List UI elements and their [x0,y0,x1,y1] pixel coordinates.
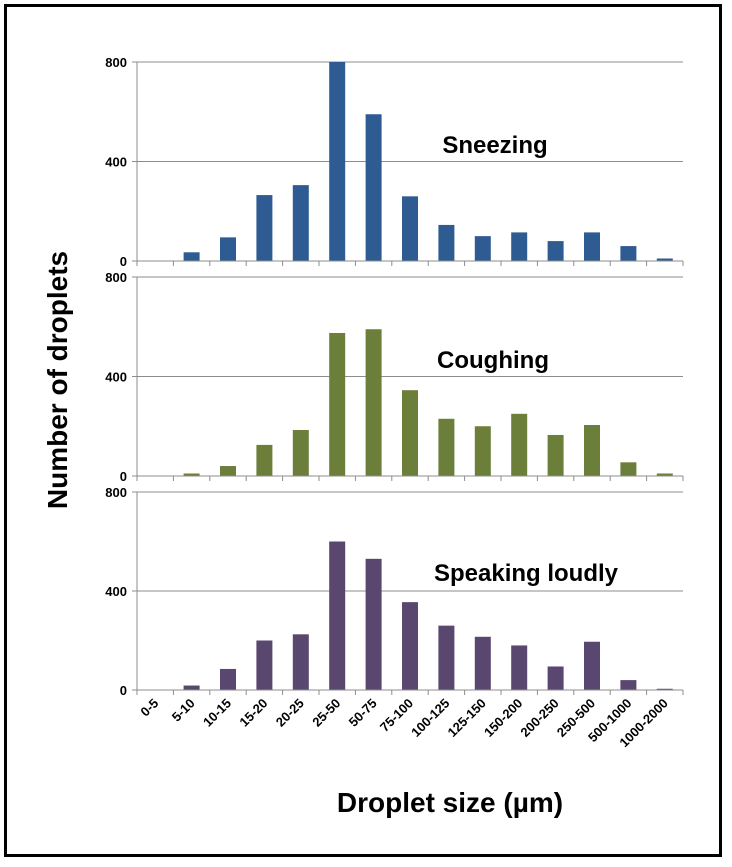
panel-1: 0 400 800 Sneezing [105,55,684,269]
y-tick-label: 0 [120,469,127,484]
x-tick-label: 200-250 [517,696,561,740]
bar-200-250 [547,241,564,261]
bar-1000-2000 [656,258,673,261]
bar-10-15 [220,237,236,261]
bar-125-150 [474,426,491,476]
x-tick-label: 20-25 [273,696,307,730]
bar-200-250 [547,434,564,476]
bar-10-15 [220,668,236,690]
bar-100-125 [438,418,455,476]
bar-20-25 [292,634,309,690]
y-tick-label: 800 [105,55,127,70]
y-axis-title: Number of droplets [42,251,73,509]
bar-20-25 [292,429,309,476]
bar-250-500 [584,425,600,476]
bar-125-150 [474,636,491,690]
bar-250-500 [584,232,600,261]
bar-20-25 [292,185,309,261]
x-axis-title: Droplet size (µm) [337,787,563,818]
y-tick-label: 400 [105,584,127,599]
bar-150-200 [511,645,528,690]
x-tick-label: 10-15 [200,696,234,730]
bar-1000-2000 [656,688,673,690]
bar-100-125 [438,625,455,690]
y-tick-label: 400 [105,155,127,170]
x-tick-label: 15-20 [236,696,270,730]
series-label: Coughing [437,347,549,374]
bar-200-250 [547,666,564,690]
bar-250-500 [584,641,600,690]
bar-100-125 [438,224,455,261]
bar-75-100 [402,602,418,690]
bar-75-100 [402,196,418,261]
bar-150-200 [511,232,528,261]
chart-panels: 0 400 800 Sneezing 0 400 800 Coughing 0 400 800 Spe… [105,55,684,750]
bar-15-20 [256,195,273,261]
bar-25-50 [329,62,346,261]
bar-50-75 [365,114,382,261]
y-tick-label: 800 [105,485,127,500]
series-label: Sneezing [442,132,547,159]
x-tick-label: 0-5 [137,696,161,720]
chart-frame [4,4,722,857]
bar-500-1000 [620,462,637,476]
bar-10-15 [220,466,236,476]
bar-50-75 [365,329,382,476]
bar-15-20 [256,444,273,476]
x-tick-label: 125-150 [445,696,489,740]
x-tick-label: 5-10 [169,696,198,725]
panel-2: 0 400 800 Coughing [105,270,684,484]
y-tick-label: 800 [105,270,127,285]
bar-25-50 [329,541,346,690]
y-tick-label: 400 [105,370,127,385]
bar-500-1000 [620,680,637,690]
panel-3: 0 400 800 Speaking loudly [105,485,684,698]
bar-5-10 [183,685,200,690]
bar-75-100 [402,390,418,476]
bar-50-75 [365,558,382,690]
x-tick-label: 50-75 [346,696,380,730]
y-tick-label: 0 [120,254,127,269]
series-label: Speaking loudly [434,560,619,587]
bar-5-10 [183,473,200,476]
x-tick-label: 150-200 [481,696,525,740]
x-tick-label: 100-125 [408,696,452,740]
bar-25-50 [329,332,346,476]
bar-150-200 [511,413,528,476]
y-tick-label: 0 [120,683,127,698]
bar-15-20 [256,640,273,690]
x-tick-label: 25-50 [309,696,343,730]
bar-500-1000 [620,246,637,261]
bar-5-10 [183,252,200,261]
bar-1000-2000 [656,473,673,476]
bar-125-150 [474,236,491,261]
